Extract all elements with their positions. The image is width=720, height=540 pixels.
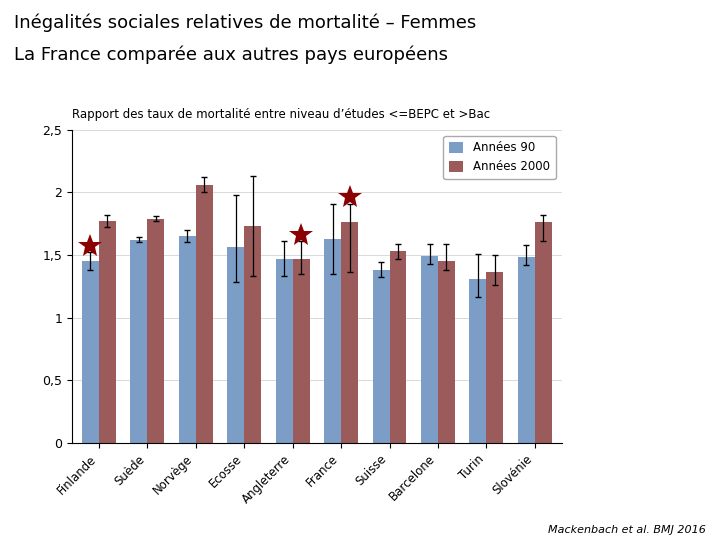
Bar (196, 185, 212, 443)
Bar (276, 259, 292, 443)
Bar (438, 261, 455, 443)
Bar (421, 256, 438, 443)
Bar (518, 258, 535, 443)
Legend: Années 90, Années 2000: Années 90, Années 2000 (444, 136, 556, 179)
Text: Mackenbach et al. BMJ 2016: Mackenbach et al. BMJ 2016 (548, 524, 706, 535)
Text: Rapport des taux de mortalité entre niveau d’études <=BEPC et >Bac: Rapport des taux de mortalité entre nive… (72, 108, 490, 121)
Bar (244, 226, 261, 443)
Bar (535, 222, 552, 443)
Bar (372, 270, 390, 443)
Bar (487, 272, 503, 443)
Bar (130, 240, 147, 443)
Bar (227, 247, 244, 443)
Text: La France comparée aux autres pays européens: La France comparée aux autres pays europ… (14, 46, 449, 64)
Bar (147, 219, 164, 443)
Bar (390, 251, 407, 443)
Bar (179, 236, 196, 443)
Bar (324, 239, 341, 443)
Bar (81, 261, 99, 443)
Bar (469, 279, 487, 443)
Bar (99, 221, 116, 443)
Bar (292, 259, 310, 443)
Bar (341, 222, 358, 443)
Text: Inégalités sociales relatives de mortalité – Femmes: Inégalités sociales relatives de mortali… (14, 14, 477, 32)
